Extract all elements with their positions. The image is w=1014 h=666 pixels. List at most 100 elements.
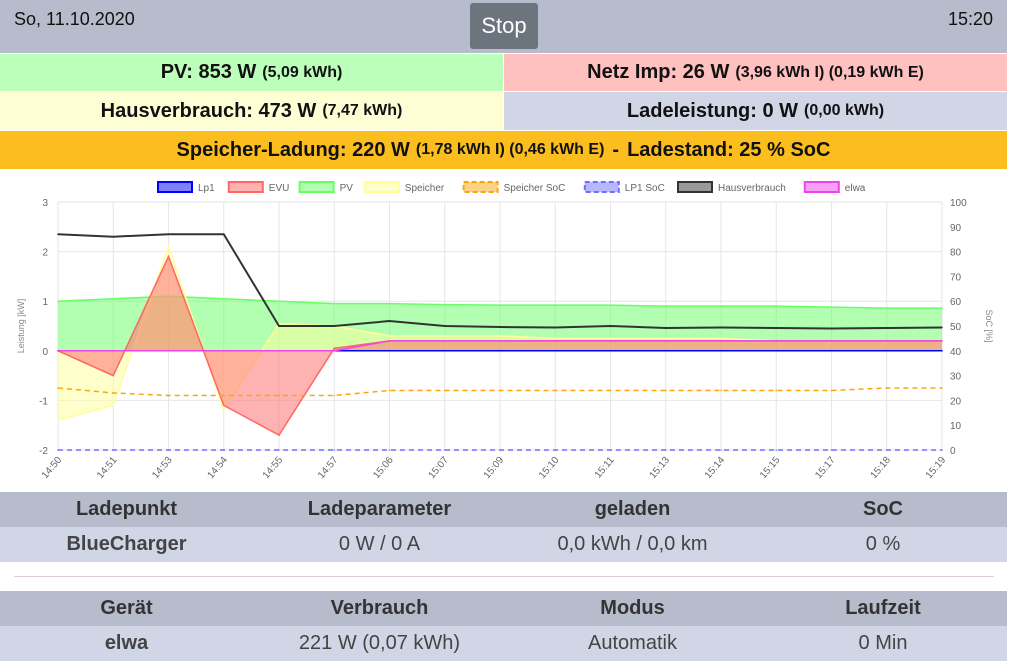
geraet-modus: Automatik — [506, 626, 759, 661]
legend-label-evu: EVU — [269, 183, 290, 194]
data-point-pv — [720, 305, 722, 307]
data-point-elwa — [941, 340, 943, 342]
col-laufzeit: Laufzeit — [759, 591, 1007, 626]
speicher-summary: Speicher-Ladung: 220 W (1,78 kWh I) (0,46… — [0, 131, 1007, 169]
speicher-power: Speicher-Ladung: 220 W — [176, 138, 410, 161]
y-left-tick-label: 0 — [42, 347, 48, 358]
ladeleistung-summary: Ladeleistung: 0 W (0,00 kWh) — [504, 92, 1007, 130]
col-modus: Modus — [506, 591, 759, 626]
data-point-hausverbrauch — [664, 327, 667, 329]
data-point-lp1 — [388, 350, 391, 352]
top-bar: So, 11.10.2020 Stop 15:20 — [0, 0, 1007, 53]
ladepunkt-name[interactable]: BlueCharger — [0, 527, 253, 562]
pv-summary: PV: 853 W (5,09 kWh) — [0, 54, 503, 91]
x-tick-label: 15:11 — [593, 455, 617, 481]
series-area-evu — [58, 256, 942, 436]
data-point-speicher-soc — [664, 389, 667, 392]
y-left-axis-label: Leistung [kW] — [16, 299, 26, 354]
data-point-speicher-soc — [499, 389, 501, 392]
geraet-verbrauch: 221 W (0,07 kWh) — [253, 626, 506, 661]
x-tick-label: 14:53 — [150, 455, 175, 482]
data-point-speicher — [443, 335, 446, 337]
data-point-elwa — [830, 340, 833, 342]
data-point-speicher — [554, 337, 557, 340]
x-tick-label: 15:18 — [869, 455, 894, 482]
data-point-speicher-soc — [443, 389, 446, 392]
data-point-elwa — [222, 350, 225, 352]
data-point-elwa — [554, 340, 557, 342]
y-left-tick-label: 1 — [42, 297, 48, 308]
data-point-lp1-soc — [112, 449, 115, 451]
x-tick-label: 15:17 — [813, 455, 838, 482]
y-right-tick-label: 60 — [950, 297, 962, 308]
data-point-speicher-soc — [609, 389, 612, 392]
col-ladepunkt: Ladepunkt — [0, 492, 253, 527]
data-point-elwa — [720, 340, 722, 342]
y-left-tick-label: -1 — [39, 396, 48, 407]
geraet-name[interactable]: elwa — [0, 626, 253, 661]
data-point-evu — [112, 374, 115, 377]
data-point-hausverbrauch — [830, 327, 833, 330]
date-display: So, 11.10.2020 — [14, 9, 135, 29]
speicher-energy: (1,78 kWh I) (0,46 kWh E) — [415, 141, 605, 158]
data-point-lp1-soc — [57, 449, 59, 451]
x-tick-label: 14:51 — [95, 455, 120, 482]
x-tick-label: 15:07 — [427, 455, 452, 482]
data-point-lp1-soc — [830, 449, 833, 451]
y-right-tick-label: 20 — [950, 396, 962, 407]
stop-button[interactable]: Stop — [470, 3, 538, 49]
data-point-lp1-soc — [664, 449, 667, 451]
speicher-soc: Ladestand: 25 % SoC — [627, 138, 831, 161]
data-point-lp1-soc — [167, 449, 170, 451]
data-point-speicher-soc — [554, 389, 557, 392]
data-point-lp1-soc — [720, 449, 722, 451]
y-right-axis-label: SoC [%] — [984, 309, 994, 342]
data-point-speicher-soc — [775, 389, 778, 392]
table-row[interactable]: elwa 221 W (0,07 kWh) Automatik 0 Min — [0, 626, 1007, 661]
data-point-elwa — [278, 350, 280, 352]
netz-summary: Netz Imp: 26 W (3,96 kWh I) (0,19 kWh E) — [504, 54, 1007, 91]
data-point-pv — [333, 302, 336, 305]
data-point-lp1 — [830, 350, 833, 352]
data-point-evu — [333, 347, 336, 350]
data-point-elwa — [499, 340, 501, 342]
table-row[interactable]: BlueCharger 0 W / 0 A 0,0 kWh / 0,0 km 0… — [0, 527, 1007, 562]
data-point-hausverbrauch — [720, 326, 722, 329]
data-point-lp1-soc — [554, 449, 557, 451]
data-point-hausverbrauch — [57, 233, 59, 236]
geraete-header-row: Gerät Verbrauch Modus Laufzeit — [0, 591, 1007, 626]
lade-energy: (0,00 kWh) — [804, 102, 885, 119]
y-right-tick-label: 40 — [950, 347, 962, 358]
data-point-lp1-soc — [885, 449, 888, 451]
legend-label-elwa: elwa — [845, 183, 866, 194]
data-point-elwa — [167, 350, 170, 352]
x-tick-label: 14:54 — [206, 455, 231, 482]
geraete-table: Gerät Verbrauch Modus Laufzeit elwa 221 … — [0, 591, 1007, 661]
legend-swatch-pv — [298, 181, 335, 193]
hausverbrauch-summary: Hausverbrauch: 473 W (7,47 kWh) — [0, 92, 503, 130]
data-point-speicher-soc — [941, 387, 943, 389]
y-right-tick-label: 70 — [950, 272, 962, 283]
x-tick-label: 15:09 — [482, 455, 507, 482]
data-point-hausverbrauch — [885, 327, 888, 329]
data-point-speicher — [57, 419, 59, 422]
data-point-elwa — [333, 350, 336, 352]
data-point-lp1 — [775, 350, 778, 352]
legend-swatch-lp1 — [157, 181, 193, 193]
data-point-lp1-soc — [388, 449, 391, 451]
data-point-lp1-soc — [609, 449, 612, 451]
data-point-speicher-soc — [167, 394, 170, 397]
y-left-tick-label: 3 — [42, 198, 48, 209]
data-point-speicher-soc — [112, 392, 115, 394]
data-point-hausverbrauch — [775, 327, 778, 329]
y-left-tick-label: -2 — [39, 446, 48, 457]
data-point-pv — [112, 297, 115, 300]
data-point-hausverbrauch — [167, 233, 170, 236]
col-geladen: geladen — [506, 492, 759, 527]
x-tick-label: 15:15 — [758, 455, 783, 482]
data-point-hausverbrauch — [388, 320, 391, 322]
x-tick-label: 14:50 — [40, 455, 65, 482]
data-point-pv — [499, 304, 501, 306]
data-point-lp1-soc — [333, 449, 336, 451]
